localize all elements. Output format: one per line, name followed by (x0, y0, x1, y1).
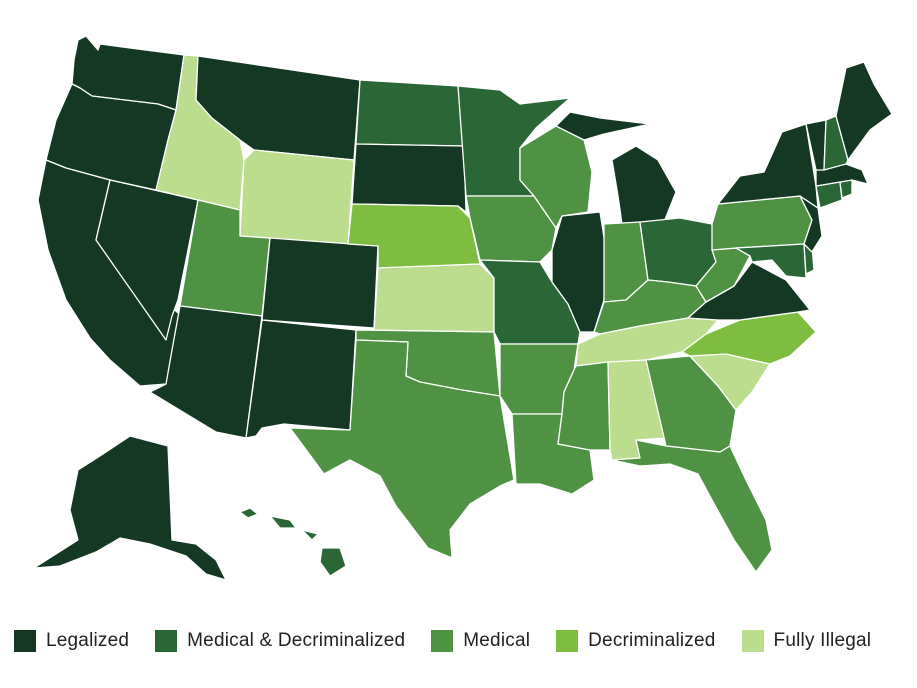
legend-item-medical: Medical (431, 630, 530, 652)
legend-swatch (14, 630, 36, 652)
state-colorado (261, 237, 379, 329)
state-pennsylvania (711, 195, 813, 251)
legend-swatch (155, 630, 178, 652)
legend-label: Decriminalized (588, 630, 716, 651)
legend-item-decriminalized: Decriminalized (556, 630, 715, 652)
legend-label: Medical (463, 630, 531, 651)
legend-item-legalized: Legalized (14, 630, 129, 652)
state-alaska (33, 435, 227, 581)
legend-label: Fully Illegal (773, 630, 872, 651)
state-illinois (551, 211, 607, 333)
legend-label: Legalized (46, 630, 130, 651)
state-rhode-island (839, 179, 853, 199)
state-north-carolina (681, 311, 817, 365)
state-michigan (555, 111, 677, 225)
state-texas (289, 339, 515, 559)
legend-swatch (431, 630, 454, 652)
state-kansas (373, 263, 495, 333)
state-hawaii (239, 507, 347, 577)
state-south-dakota (351, 143, 467, 213)
state-maine (835, 61, 893, 161)
state-new-york (717, 123, 819, 209)
legend-label: Medical & Decriminalized (187, 630, 406, 651)
state-wyoming (239, 149, 355, 247)
state-missouri (479, 259, 581, 345)
us-states-map (33, 35, 893, 581)
map-legend: Legalized Medical & Decriminalized Medical… (14, 628, 871, 654)
legend-swatch (556, 630, 579, 652)
legend-item-medical-decrim: Medical & Decriminalized (155, 630, 405, 652)
state-new-hampshire (823, 115, 849, 171)
state-north-dakota (355, 79, 465, 147)
state-florida (611, 439, 773, 573)
state-massachusetts (815, 163, 869, 187)
state-new-mexico (245, 319, 357, 439)
legend-item-fully-illegal: Fully Illegal (741, 630, 872, 652)
legend-swatch (741, 630, 764, 652)
